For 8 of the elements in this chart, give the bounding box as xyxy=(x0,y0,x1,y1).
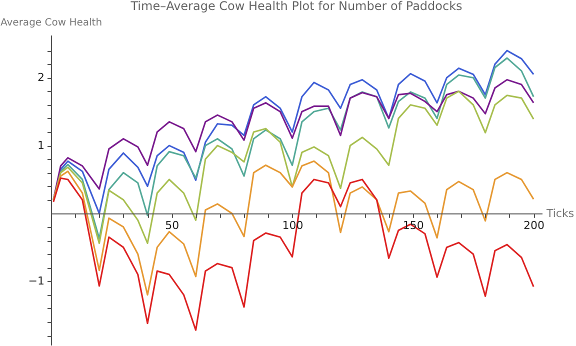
x-axis-title: Ticks xyxy=(546,206,574,220)
y-tick-label: −1 xyxy=(28,274,44,288)
y-tick-label: 1 xyxy=(38,139,44,152)
x-tick-label: 50 xyxy=(165,218,180,232)
y-axis-title: Average Cow Health xyxy=(0,18,102,28)
chart-title: Time–Average Cow Health Plot for Number of Paddocks xyxy=(130,0,462,13)
y-tick-label: 2 xyxy=(38,71,44,84)
x-tick-label: 200 xyxy=(524,218,545,232)
